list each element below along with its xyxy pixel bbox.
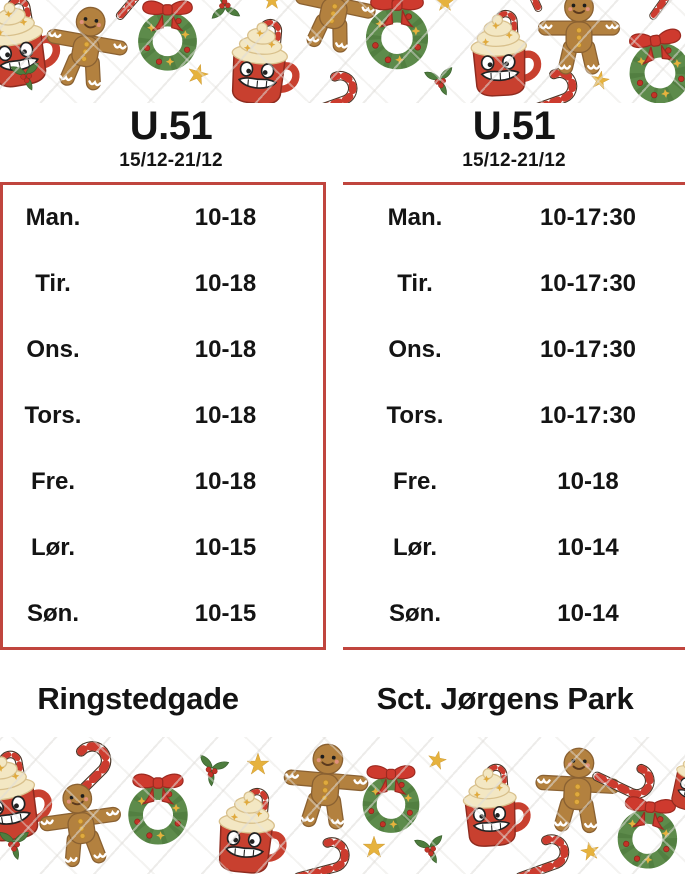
star-icon [362,835,386,859]
day-label: Man. [387,204,443,231]
hours-row: Lør. 10-15 [3,515,323,581]
time-value: 10-14 [557,600,619,627]
time-value: 10-18 [194,204,257,231]
day-label: Tors. [24,402,82,429]
day-label: Tors. [386,402,444,429]
day-label: Fre. [392,468,437,495]
bottom-decoration-border [0,737,685,874]
hours-table-ringstedgade: Man. 10-18 Tir. 10-18 Ons. 10-18 Tors. 10-18 Fre… [0,182,326,650]
location-name-ringstedgade: Ringstedgade [37,681,239,716]
holly-icon [403,821,456,874]
header-sct-jorgens-park: U.51 15/12-21/12 [343,105,685,172]
hours-row: Tors. 10-18 [3,383,323,449]
hours-row: Tir. 10-17:30 [343,251,685,317]
day-label: Lør. [30,534,75,561]
time-value: 10-17:30 [539,336,637,363]
week-label: U.51 [129,104,213,148]
time-value: 10-18 [194,336,257,363]
hours-row: Ons. 10-17:30 [343,317,685,383]
day-label: Tir. [397,270,433,297]
hours-table-sct-jorgens-park: Man. 10-17:30 Tir. 10-17:30 Ons. 10-17:30 Tors… [343,182,685,650]
time-value: 10-14 [557,534,619,561]
hours-row: Tir. 10-18 [3,251,323,317]
time-value: 10-17:30 [539,402,637,429]
header-ringstedgade: U.51 15/12-21/12 [0,105,342,172]
day-label: Man. [25,204,81,231]
time-value: 10-18 [194,468,257,495]
time-value: 10-15 [194,534,257,561]
hours-row: Lør. 10-14 [343,515,685,581]
week-label: U.51 [472,104,556,148]
time-value: 10-18 [194,270,257,297]
holly-icon [413,53,466,103]
day-label: Ons. [26,336,80,363]
day-label: Søn. [27,600,79,627]
time-value: 10-17:30 [539,204,637,231]
hours-row: Fre. 10-18 [3,449,323,515]
holly-icon [0,819,38,867]
hours-row: Søn. 10-15 [3,581,323,647]
hours-row: Fre. 10-18 [343,449,685,515]
date-range: 15/12-21/12 [119,150,223,171]
time-value: 10-18 [557,468,619,495]
star-icon [578,839,601,862]
date-range: 15/12-21/12 [462,150,566,171]
hours-row: Tors. 10-17:30 [343,383,685,449]
day-label: Tir. [35,270,71,297]
day-label: Fre. [30,468,75,495]
time-value: 10-15 [194,600,257,627]
star-icon [588,68,611,91]
hours-row: Ons. 10-18 [3,317,323,383]
hours-row: Man. 10-18 [3,185,323,251]
star-icon [262,0,282,10]
star-icon [246,752,270,776]
day-label: Ons. [388,336,442,363]
wreath-icon [609,16,685,103]
top-decoration-border [0,0,685,103]
hours-row: Man. 10-17:30 [343,185,685,251]
time-value: 10-18 [194,402,257,429]
star-icon [185,61,212,88]
day-label: Søn. [389,600,441,627]
hours-row: Søn. 10-14 [343,581,685,647]
location-name-sct-jorgens-park: Sct. Jørgens Park [376,681,634,716]
time-value: 10-17:30 [539,270,637,297]
day-label: Lør. [392,534,437,561]
